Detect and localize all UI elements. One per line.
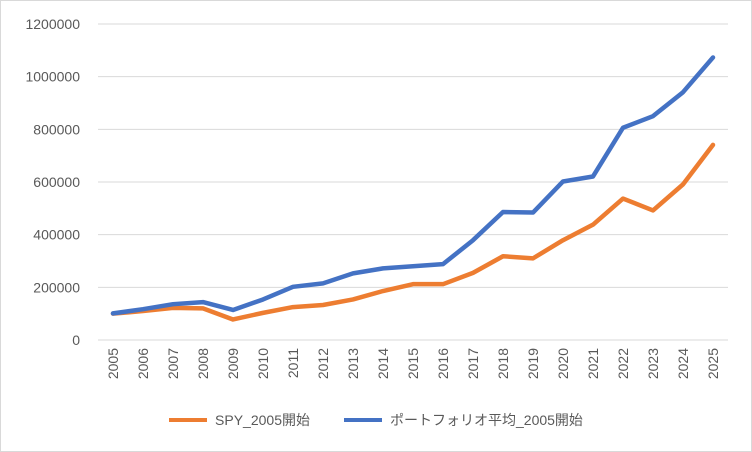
x-tick-label: 2016 (435, 348, 451, 379)
x-tick-label: 2014 (375, 348, 391, 379)
x-tick-label: 2017 (465, 348, 481, 379)
x-tick-label: 2009 (225, 348, 241, 379)
x-tick-label: 2021 (585, 348, 601, 379)
legend-swatch-spy (169, 418, 208, 422)
x-tick-label: 2012 (315, 348, 331, 379)
x-tick-label: 2023 (645, 348, 661, 379)
x-tick-label: 2006 (135, 348, 151, 379)
x-tick-label: 2020 (555, 348, 571, 379)
legend-label-portfolio: ポートフォリオ平均_2005開始 (390, 412, 583, 428)
y-tick-label: 800000 (33, 121, 80, 137)
x-tick-label: 2007 (165, 348, 181, 379)
legend-item-spy: SPY_2005開始 (169, 410, 310, 430)
x-tick-label: 2008 (195, 348, 211, 379)
x-tick-label: 2010 (255, 348, 271, 379)
x-tick-label: 2013 (345, 348, 361, 379)
legend: SPY_2005開始 ポートフォリオ平均_2005開始 (0, 410, 752, 430)
series-line-0 (110, 142, 716, 322)
y-tick-label: 1200000 (25, 16, 80, 32)
x-tick-label: 2011 (285, 348, 301, 378)
x-tick-label: 2019 (525, 348, 541, 379)
legend-swatch-portfolio (344, 418, 382, 422)
x-tick-label: 2005 (105, 348, 121, 379)
legend-item-portfolio: ポートフォリオ平均_2005開始 (344, 410, 583, 430)
x-tick-label: 2018 (495, 348, 511, 379)
legend-label-spy: SPY_2005開始 (215, 412, 310, 428)
y-tick-label: 1000000 (25, 69, 80, 85)
x-tick-label: 2022 (615, 348, 631, 379)
x-tick-label: 2025 (705, 348, 721, 379)
y-tick-label: 600000 (33, 174, 80, 190)
y-tick-label: 200000 (33, 279, 80, 295)
x-tick-label: 2024 (675, 348, 691, 379)
x-tick-label: 2015 (405, 348, 421, 379)
series-line-1 (110, 55, 716, 316)
y-tick-label: 400000 (33, 227, 80, 243)
y-tick-label: 0 (72, 332, 80, 348)
